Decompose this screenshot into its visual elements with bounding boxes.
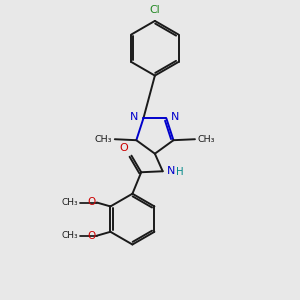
- Text: CH₃: CH₃: [198, 135, 215, 144]
- Text: CH₃: CH₃: [61, 231, 78, 240]
- Text: N: N: [171, 112, 180, 122]
- Text: N: N: [167, 166, 175, 176]
- Text: H: H: [176, 167, 184, 177]
- Text: O: O: [88, 231, 96, 241]
- Text: CH₃: CH₃: [94, 135, 112, 144]
- Text: Cl: Cl: [150, 5, 160, 15]
- Text: CH₃: CH₃: [61, 198, 78, 207]
- Text: O: O: [88, 197, 96, 207]
- Text: O: O: [120, 143, 128, 153]
- Text: N: N: [130, 112, 139, 122]
